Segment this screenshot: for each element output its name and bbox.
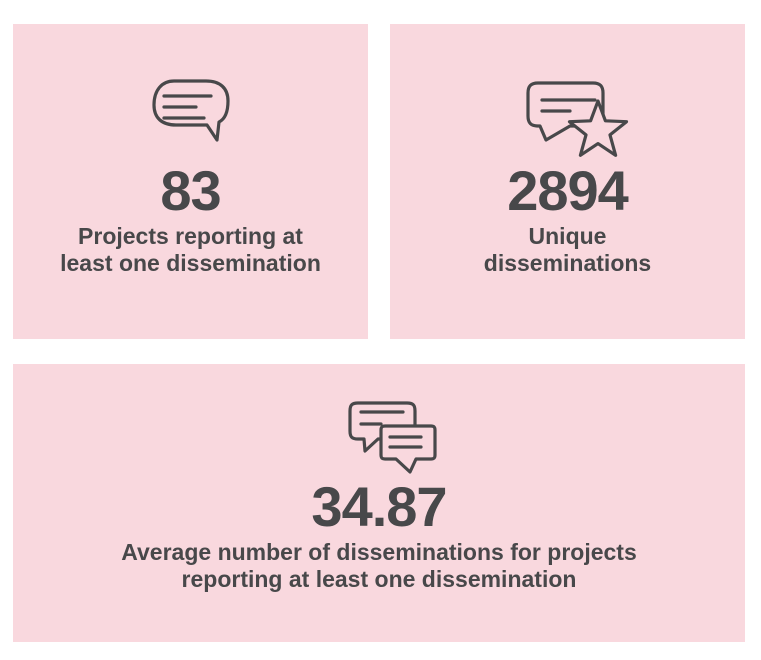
stat-icon-slot <box>13 79 368 163</box>
stat-value: 2894 <box>507 159 629 222</box>
stat-card-unique-disseminations: 2894 Unique disseminations <box>390 24 745 339</box>
speech-bubble-star-icon <box>526 81 629 157</box>
stat-card-projects-reporting: 83 Projects reporting at least one disse… <box>13 24 368 339</box>
stat-card-average-disseminations: 34.87 Average number of disseminations f… <box>13 364 745 642</box>
stat-value: 34.87 <box>311 475 447 538</box>
stat-value: 83 <box>160 159 221 222</box>
stat-icon-slot <box>13 401 745 479</box>
stat-label: Projects reporting at least one dissemin… <box>60 223 321 277</box>
conversation-bubbles-icon <box>348 401 437 474</box>
speech-bubble-lines-icon <box>151 79 230 142</box>
stat-label: Average number of disseminations for pro… <box>121 539 637 593</box>
stat-label: Unique disseminations <box>483 223 652 277</box>
stat-icon-slot <box>390 79 745 163</box>
